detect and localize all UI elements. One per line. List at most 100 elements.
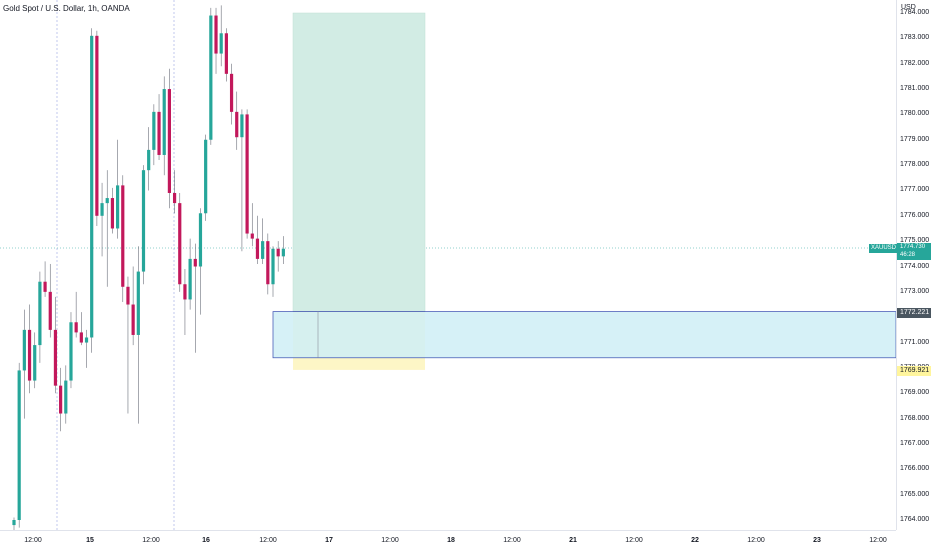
price-tick-label: 1782.000 xyxy=(900,59,930,67)
candle-body xyxy=(100,203,104,216)
candle-body xyxy=(69,322,73,381)
candle-body xyxy=(84,337,89,343)
candle-body xyxy=(79,332,83,343)
candle-body xyxy=(152,111,156,150)
candle-body xyxy=(261,241,265,259)
profit-zone xyxy=(292,12,426,312)
price-tick-label: 1777.000 xyxy=(900,186,930,194)
time-tick-label: 18 xyxy=(447,537,455,544)
candle-body xyxy=(126,286,130,305)
candle-body xyxy=(17,370,21,520)
price-tick-label: 1774.000 xyxy=(900,262,930,270)
time-tick-label: 22 xyxy=(691,537,699,544)
candle-body xyxy=(188,258,192,300)
candle-body xyxy=(90,35,94,338)
price-tick-label: 1779.000 xyxy=(900,135,930,143)
price-axis[interactable] xyxy=(896,0,932,530)
time-tick-label: 12:00 xyxy=(503,537,521,544)
candle-body xyxy=(281,248,285,257)
price-tick-label: 1765.000 xyxy=(900,490,930,498)
candle-body xyxy=(53,329,58,386)
price-tick-label: 1773.000 xyxy=(900,287,930,295)
price-tick-label: 1768.000 xyxy=(900,414,930,422)
currency-label[interactable]: USD xyxy=(901,4,916,11)
candle-body xyxy=(235,111,239,138)
candle-body xyxy=(141,170,146,272)
price-tick-label: 1766.000 xyxy=(900,465,930,473)
candle-body xyxy=(59,385,63,414)
candle-body xyxy=(255,238,260,259)
price-tick-label: 1783.000 xyxy=(900,34,930,42)
time-tick-label: 15 xyxy=(86,537,94,544)
candle-body xyxy=(178,203,182,285)
candle-body xyxy=(198,213,203,267)
price-tick-label: 1776.000 xyxy=(900,211,930,219)
symbol-tag: XAUUSD xyxy=(869,244,899,253)
price-tick-label: 1767.000 xyxy=(900,439,930,447)
candle-body xyxy=(271,248,275,285)
price-tick-label: 1769.000 xyxy=(900,389,930,397)
time-tick-label: 21 xyxy=(569,537,577,544)
candle-body xyxy=(48,291,52,330)
candlestick-chart[interactable] xyxy=(0,0,896,530)
candle-body xyxy=(12,520,16,526)
candle-body xyxy=(33,345,37,381)
time-tick-label: 17 xyxy=(325,537,333,544)
candle-body xyxy=(121,185,125,287)
chart-title[interactable]: Gold Spot / U.S. Dollar, 1h, OANDA xyxy=(3,4,130,13)
chart-area[interactable] xyxy=(0,0,896,530)
candle-body xyxy=(245,114,249,234)
candle-body xyxy=(116,185,120,229)
time-tick-label: 16 xyxy=(202,537,210,544)
time-tick-label: 12:00 xyxy=(625,537,643,544)
candle-body xyxy=(110,198,115,229)
candle-body xyxy=(172,192,177,204)
price-tick-label: 1778.000 xyxy=(900,161,930,169)
candle-body xyxy=(38,281,42,346)
candle-body xyxy=(43,281,47,292)
candle-body xyxy=(193,258,197,267)
candle-body xyxy=(74,322,78,333)
candle-body xyxy=(229,73,234,112)
stop-price-tag: 1769.921 xyxy=(897,366,931,376)
candle-body xyxy=(27,329,32,381)
time-tick-label: 23 xyxy=(813,537,821,544)
candle-body xyxy=(157,111,161,155)
price-tick-label: 1764.000 xyxy=(900,516,930,523)
candle-body xyxy=(209,15,213,140)
price-tick-label: 1781.000 xyxy=(900,85,930,93)
candle-body xyxy=(204,139,208,214)
candle-body xyxy=(224,33,228,74)
candle-body xyxy=(214,15,218,54)
time-tick-label: 12:00 xyxy=(747,537,765,544)
price-tick-label: 1771.000 xyxy=(900,338,930,346)
candle-body xyxy=(250,233,254,239)
time-tick-label: 12:00 xyxy=(381,537,399,544)
candle-body xyxy=(64,380,68,414)
supply-zone xyxy=(272,311,896,359)
time-axis[interactable] xyxy=(0,530,896,551)
time-tick-label: 12:00 xyxy=(24,537,42,544)
candle-body xyxy=(276,248,280,257)
candle-body xyxy=(105,198,109,204)
candle-body xyxy=(240,114,244,138)
candle-body xyxy=(219,33,223,54)
live-price-tag: 1774.730 46:28 xyxy=(897,243,931,260)
time-tick-label: 12:00 xyxy=(142,537,160,544)
price-tick-label: 1780.000 xyxy=(900,110,930,118)
candle-body xyxy=(183,284,187,300)
price-tick-label: 1775.000 xyxy=(900,237,930,245)
candle-body xyxy=(136,271,140,335)
candle-body xyxy=(131,304,135,335)
candle-body xyxy=(167,89,171,193)
candle-countdown: 46:28 xyxy=(900,252,916,258)
candle-body xyxy=(162,89,166,155)
time-tick-label: 12:00 xyxy=(869,537,887,544)
entry-price-tag: 1772.221 xyxy=(897,308,931,318)
candle-body xyxy=(22,329,26,371)
time-tick-label: 12:00 xyxy=(259,537,277,544)
live-price-value: 1774.730 xyxy=(900,244,926,250)
candle-body xyxy=(95,35,99,216)
candle-body xyxy=(147,149,151,171)
candle-body xyxy=(266,241,270,285)
